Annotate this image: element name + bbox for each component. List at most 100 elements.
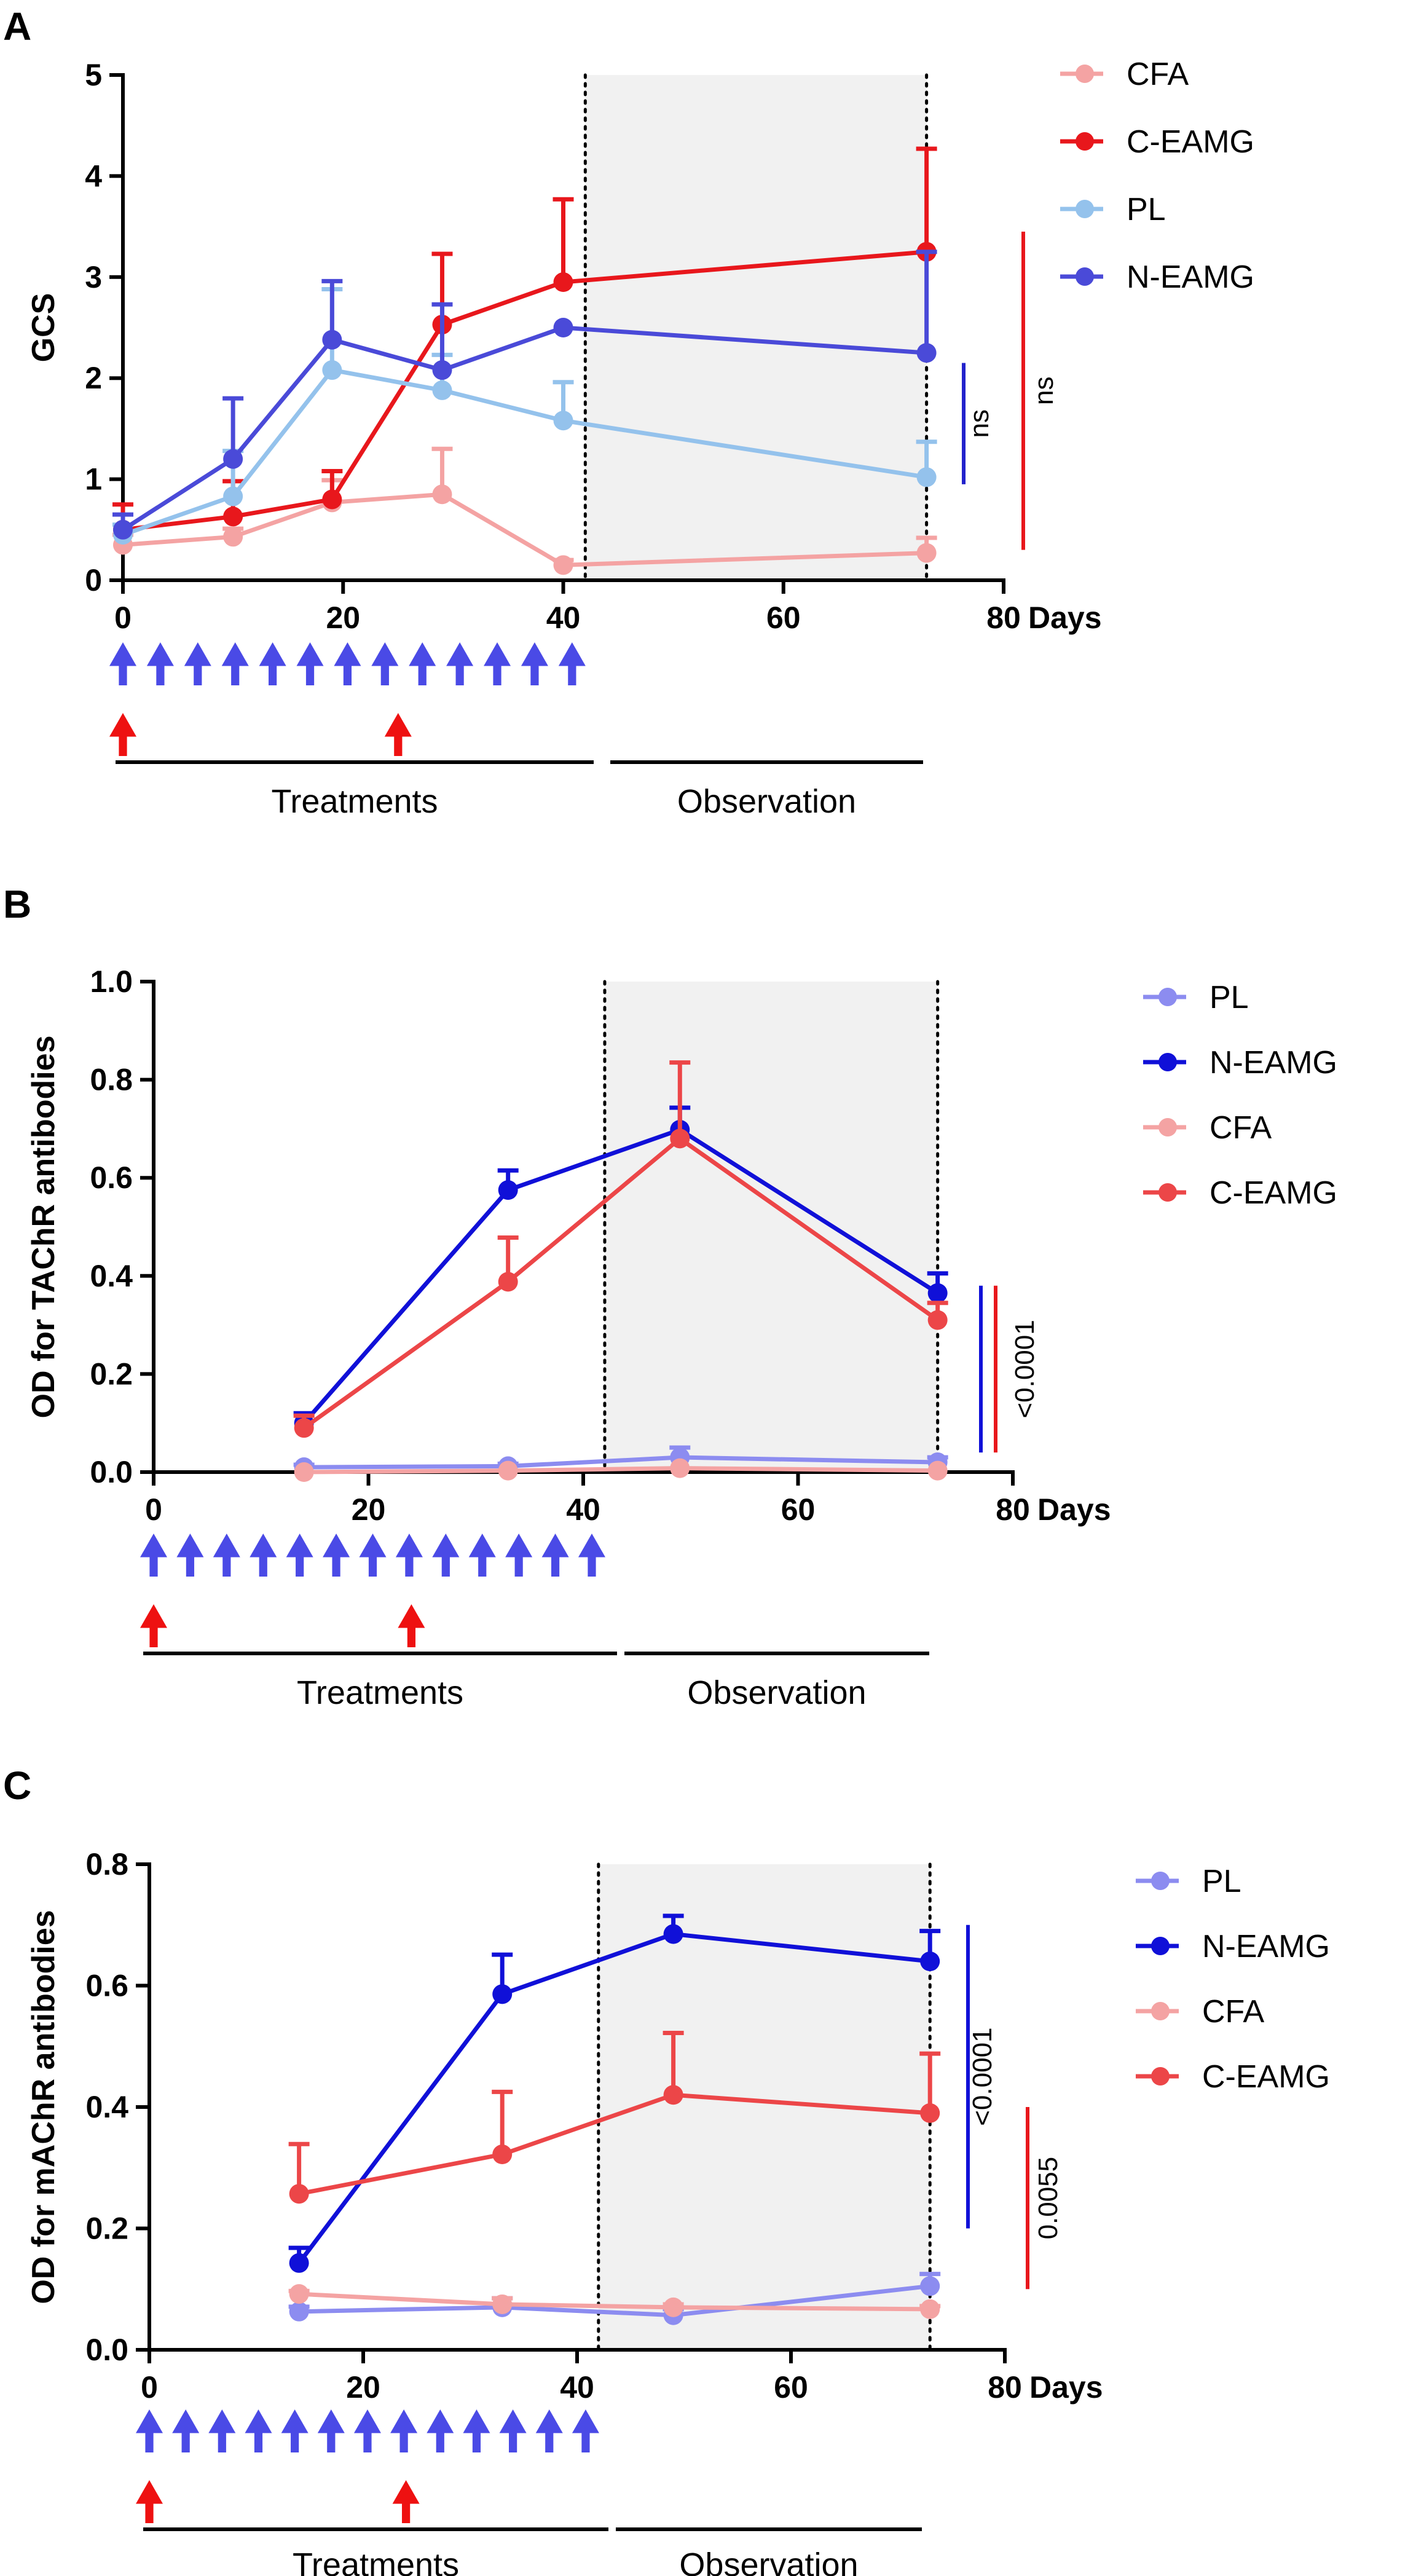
treatment-arrow-icon — [353, 2409, 381, 2452]
treatments-label: Treatments — [271, 783, 438, 820]
y-tick-label: 0.2 — [90, 1357, 133, 1391]
legend-marker — [1158, 1053, 1177, 1071]
data-point — [322, 329, 342, 350]
series-c-eamg — [293, 1060, 948, 1438]
observation-label: Observation — [687, 1674, 866, 1711]
legend-label: PL — [1127, 192, 1166, 227]
treatment-arrow-icon — [499, 2409, 527, 2452]
y-tick-label: 0.2 — [85, 2212, 128, 2246]
treatment-arrow-icon — [463, 2409, 490, 2452]
y-tick-label: 1.0 — [90, 964, 133, 999]
treatment-arrow-icon — [146, 642, 174, 685]
series-line — [302, 1127, 939, 1425]
treatment-arrow-icon — [221, 642, 249, 685]
legend-marker — [1151, 1872, 1170, 1890]
boost-arrow-icon — [398, 1604, 425, 1647]
legend-marker — [1151, 2067, 1170, 2086]
series-line — [122, 368, 927, 537]
treatment-arrow-icon — [259, 642, 286, 685]
data-point — [432, 484, 452, 505]
x-tick-label: 60 — [781, 1492, 816, 1527]
data-point — [294, 1462, 314, 1482]
y-tick-label: 0.4 — [90, 1259, 133, 1293]
series-cfa — [288, 2284, 941, 2319]
data-point — [920, 2103, 940, 2123]
significance-label: <0.0001 — [967, 2027, 997, 2125]
data-point — [289, 2301, 309, 2322]
treatment-arrow-icon — [136, 2409, 163, 2452]
legend-marker — [1158, 1183, 1177, 1202]
data-point — [322, 360, 342, 380]
x-tick-label: 60 — [774, 2370, 808, 2405]
legend-marker — [1151, 2002, 1170, 2020]
legend-label: N-EAMG — [1202, 1929, 1330, 1964]
treatment-arrow-icon — [208, 2409, 236, 2452]
x-tick-label: 40 — [566, 1492, 600, 1527]
data-point — [492, 2294, 513, 2314]
series-line — [298, 2092, 930, 2196]
panel-b: B 0.0 0.2 0.4 0.6 0.8 1.0 0 20 40 60 80 Days OD for T… — [3, 882, 1337, 1711]
data-point — [289, 2253, 309, 2273]
treatment-arrow-icon — [427, 2409, 454, 2452]
observation-label: Observation — [677, 783, 856, 820]
significance-label: ns — [1029, 377, 1059, 405]
treatments-label: Treatments — [293, 2546, 459, 2576]
x-tick-label: 40 — [560, 2370, 594, 2405]
series-c-eamg — [288, 2031, 941, 2204]
data-point — [289, 2184, 309, 2204]
treatment-arrow-icon — [446, 642, 474, 685]
x-axis-label: Days — [1029, 2370, 1103, 2405]
series-line — [122, 250, 927, 532]
boost-arrow-icon — [384, 713, 412, 756]
data-point — [322, 489, 342, 510]
legend-marker — [1158, 988, 1177, 1006]
data-point — [492, 1984, 513, 2004]
data-point — [553, 555, 573, 575]
x-tick-label: 80 — [986, 601, 1021, 635]
data-point — [432, 380, 452, 400]
treatment-arrow-icon — [558, 642, 586, 685]
treatment-arrow-icon — [535, 2409, 563, 2452]
legend-label: PL — [1210, 980, 1249, 1015]
series-line — [304, 1455, 938, 1470]
data-point — [920, 1952, 940, 1971]
legend-marker — [1076, 132, 1094, 151]
data-point — [916, 343, 937, 363]
series-line — [299, 2291, 930, 2312]
treatment-arrow-icon — [317, 2409, 345, 2452]
treatment-arrow-icon — [359, 1534, 387, 1577]
treatment-arrow-icon — [296, 642, 324, 685]
series-line — [122, 492, 927, 567]
x-tick-label: 80 — [988, 2370, 1022, 2405]
panel-label: C — [3, 1763, 31, 1808]
x-tick-label: 20 — [326, 601, 360, 635]
y-tick-label: 0.6 — [90, 1160, 133, 1195]
treatment-arrow-icon — [578, 1534, 605, 1577]
x-tick-label: 80 — [996, 1492, 1030, 1527]
data-point — [492, 2145, 513, 2165]
panel-a: A 0 1 2 3 4 5 0 20 40 60 80 Days GCS ns ns CFA C-EAMG PL N-… — [3, 4, 1254, 820]
treatment-arrow-icon — [109, 642, 136, 685]
legend-label: CFA — [1202, 1994, 1264, 2030]
legend-label: C-EAMG — [1210, 1175, 1337, 1211]
data-point — [498, 1272, 518, 1292]
treatment-arrow-icon — [176, 1534, 204, 1577]
legend-label: C-EAMG — [1202, 2059, 1330, 2095]
data-point — [916, 543, 937, 563]
treatment-arrow-icon — [286, 1534, 313, 1577]
data-point — [553, 272, 573, 293]
legend-label: CFA — [1127, 57, 1189, 92]
y-tick-label: 0.4 — [85, 2090, 128, 2124]
boost-arrow-icon — [109, 713, 136, 756]
treatment-arrow-icon — [371, 642, 399, 685]
y-tick-label: 0 — [85, 563, 102, 597]
data-point — [294, 1418, 314, 1438]
observation-label: Observation — [679, 2546, 858, 2576]
y-tick-label: 0.0 — [90, 1455, 133, 1489]
legend-marker — [1076, 267, 1094, 286]
data-point — [432, 360, 452, 380]
treatment-arrow-icon — [184, 642, 211, 685]
x-tick-label: 20 — [352, 1492, 386, 1527]
legend-marker — [1076, 65, 1094, 83]
